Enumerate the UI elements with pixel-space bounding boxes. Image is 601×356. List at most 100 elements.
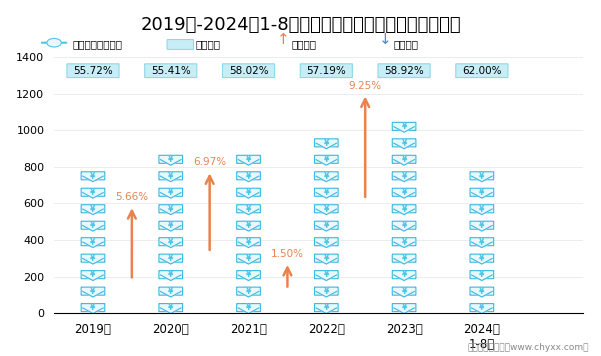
Text: ¥: ¥ — [90, 303, 96, 313]
Polygon shape — [238, 308, 259, 314]
FancyBboxPatch shape — [81, 238, 105, 246]
Polygon shape — [472, 209, 492, 215]
Text: ¥: ¥ — [90, 205, 96, 214]
Polygon shape — [316, 193, 337, 198]
FancyBboxPatch shape — [237, 271, 260, 279]
Text: ¥: ¥ — [323, 205, 329, 214]
FancyBboxPatch shape — [392, 238, 416, 246]
Text: ¥: ¥ — [401, 188, 407, 197]
FancyBboxPatch shape — [456, 64, 508, 78]
Text: ¥: ¥ — [323, 237, 329, 246]
Polygon shape — [83, 176, 103, 182]
Polygon shape — [238, 242, 259, 247]
FancyBboxPatch shape — [300, 64, 352, 78]
Text: ¥: ¥ — [479, 271, 484, 279]
Text: 寿险占比: 寿险占比 — [195, 40, 221, 49]
FancyBboxPatch shape — [314, 271, 338, 279]
FancyBboxPatch shape — [470, 287, 493, 295]
Text: ¥: ¥ — [168, 221, 174, 230]
FancyBboxPatch shape — [81, 221, 105, 229]
Text: 同比减少: 同比减少 — [394, 40, 419, 49]
Text: ¥: ¥ — [323, 221, 329, 230]
Text: ¥: ¥ — [479, 287, 484, 296]
Polygon shape — [160, 258, 181, 264]
FancyBboxPatch shape — [314, 188, 338, 196]
Polygon shape — [238, 258, 259, 264]
FancyBboxPatch shape — [237, 254, 260, 262]
FancyBboxPatch shape — [314, 304, 338, 312]
FancyBboxPatch shape — [378, 64, 430, 78]
FancyBboxPatch shape — [392, 172, 416, 180]
Polygon shape — [472, 242, 492, 247]
Text: ¥: ¥ — [90, 287, 96, 296]
Text: ¥: ¥ — [246, 221, 251, 230]
FancyBboxPatch shape — [237, 188, 260, 196]
Text: ¥: ¥ — [168, 287, 174, 296]
Polygon shape — [238, 209, 259, 215]
Polygon shape — [160, 193, 181, 198]
FancyBboxPatch shape — [159, 238, 183, 246]
Text: 9.25%: 9.25% — [349, 81, 382, 91]
FancyBboxPatch shape — [159, 254, 183, 262]
Polygon shape — [316, 275, 337, 281]
Text: ¥: ¥ — [246, 254, 251, 263]
FancyBboxPatch shape — [314, 287, 338, 295]
Polygon shape — [238, 226, 259, 231]
FancyBboxPatch shape — [67, 64, 119, 78]
Polygon shape — [160, 275, 181, 281]
FancyBboxPatch shape — [392, 304, 416, 312]
FancyBboxPatch shape — [81, 287, 105, 295]
FancyBboxPatch shape — [470, 188, 493, 196]
Text: ¥: ¥ — [323, 254, 329, 263]
FancyBboxPatch shape — [470, 238, 493, 246]
Text: ¥: ¥ — [90, 271, 96, 279]
FancyBboxPatch shape — [314, 221, 338, 229]
FancyBboxPatch shape — [237, 287, 260, 295]
FancyBboxPatch shape — [392, 221, 416, 229]
Text: ¥: ¥ — [168, 155, 174, 164]
FancyBboxPatch shape — [81, 188, 105, 196]
Polygon shape — [160, 226, 181, 231]
FancyBboxPatch shape — [222, 64, 275, 78]
Polygon shape — [394, 242, 414, 247]
FancyBboxPatch shape — [392, 188, 416, 196]
Text: 58.02%: 58.02% — [229, 66, 268, 76]
Polygon shape — [83, 292, 103, 297]
Polygon shape — [160, 159, 181, 165]
Text: 1.50%: 1.50% — [271, 249, 304, 259]
FancyBboxPatch shape — [392, 271, 416, 279]
FancyBboxPatch shape — [159, 188, 183, 196]
FancyBboxPatch shape — [159, 205, 183, 213]
FancyBboxPatch shape — [81, 205, 105, 213]
Text: ¥: ¥ — [323, 138, 329, 148]
FancyBboxPatch shape — [470, 254, 493, 262]
Text: ¥: ¥ — [168, 303, 174, 313]
FancyBboxPatch shape — [470, 205, 493, 213]
Polygon shape — [316, 242, 337, 247]
Polygon shape — [83, 209, 103, 215]
Polygon shape — [394, 143, 414, 149]
FancyBboxPatch shape — [314, 172, 338, 180]
Polygon shape — [472, 308, 492, 314]
Polygon shape — [238, 159, 259, 165]
Polygon shape — [472, 292, 492, 297]
Polygon shape — [160, 292, 181, 297]
Text: ¥: ¥ — [401, 205, 407, 214]
Polygon shape — [394, 292, 414, 297]
FancyBboxPatch shape — [237, 155, 260, 163]
FancyBboxPatch shape — [314, 139, 338, 147]
FancyBboxPatch shape — [159, 221, 183, 229]
Text: ¥: ¥ — [479, 188, 484, 197]
Polygon shape — [238, 193, 259, 198]
FancyBboxPatch shape — [145, 64, 197, 78]
Polygon shape — [472, 193, 492, 198]
Text: ¥: ¥ — [246, 155, 251, 164]
Text: ¥: ¥ — [246, 303, 251, 313]
Text: 55.41%: 55.41% — [151, 66, 191, 76]
Text: ¥: ¥ — [401, 303, 407, 313]
Polygon shape — [394, 209, 414, 215]
FancyBboxPatch shape — [81, 271, 105, 279]
FancyBboxPatch shape — [237, 172, 260, 180]
Text: 累计保费（亿元）: 累计保费（亿元） — [72, 40, 122, 49]
Text: ¥: ¥ — [323, 271, 329, 279]
